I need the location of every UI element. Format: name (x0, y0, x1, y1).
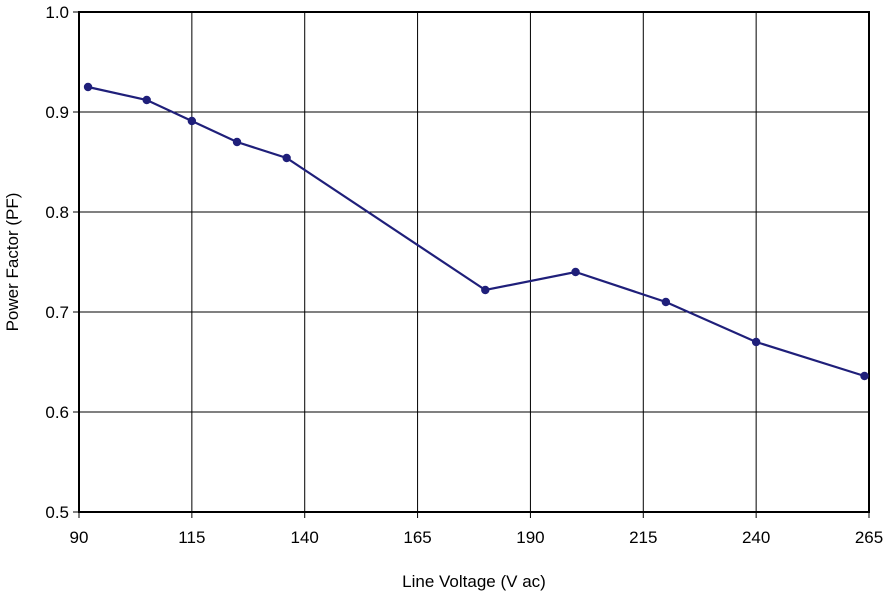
x-tick-label: 115 (178, 528, 205, 547)
y-axis-title: Power Factor (PF) (3, 193, 22, 332)
y-tick-label: 0.9 (45, 103, 69, 122)
series-line (87, 85, 865, 378)
y-axis-ticks: 0.5 0.6 0.7 0.8 0.9 1.0 (45, 3, 79, 522)
data-point (481, 285, 490, 295)
x-tick-label: 90 (70, 528, 89, 547)
data-point (83, 82, 93, 92)
data-point (751, 337, 761, 347)
data-point (571, 267, 580, 277)
data-point (232, 137, 242, 147)
plot-area-frame (78, 11, 870, 513)
x-tick-label: 140 (291, 528, 319, 547)
y-tick-label: 0.8 (45, 203, 69, 222)
series-layer (83, 82, 869, 381)
data-point (187, 116, 197, 126)
x-tick-label: 165 (403, 528, 431, 547)
x-axis-title: Line Voltage (V ac) (402, 572, 546, 591)
data-point (282, 153, 291, 163)
x-tick-label: 240 (742, 528, 770, 547)
y-tick-label: 0.5 (45, 503, 69, 522)
y-tick-label: 1.0 (45, 3, 69, 22)
y-tick-label: 0.7 (45, 303, 69, 322)
x-tick-label: 190 (516, 528, 544, 547)
x-tick-label: 265 (855, 528, 883, 547)
y-tick-label: 0.6 (45, 403, 69, 422)
data-point (661, 297, 671, 307)
data-point (860, 371, 869, 381)
data-point (142, 95, 151, 105)
x-tick-label: 215 (629, 528, 657, 547)
x-axis-ticks: 90 115 140 165 190 215 240 265 (70, 512, 883, 547)
grid-lines (78, 11, 870, 513)
